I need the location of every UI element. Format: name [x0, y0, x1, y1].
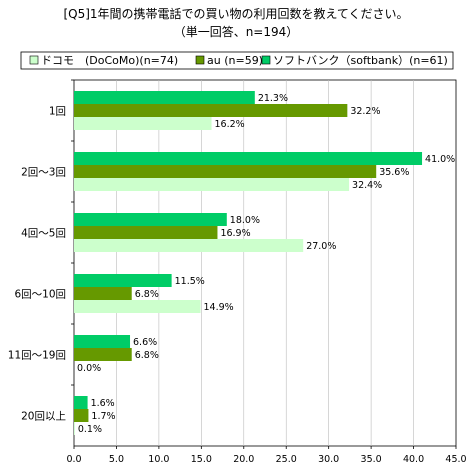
legend-swatch-1	[261, 55, 271, 65]
x-tick-label: 0.0	[66, 454, 81, 465]
data-label: 6.8%	[135, 350, 159, 361]
x-tick-label: 30.0	[318, 454, 339, 465]
bar-series-1	[74, 335, 131, 348]
data-label: 27.0%	[306, 241, 336, 252]
bar-series-2	[74, 226, 218, 239]
bar-series-1	[74, 396, 88, 409]
bar-series-2	[74, 348, 132, 361]
legend-swatch-3	[29, 55, 39, 65]
data-label: 0.1%	[78, 424, 102, 435]
data-label: 1.7%	[91, 411, 115, 422]
legend-box	[20, 51, 454, 70]
category-label: 20回以上	[21, 411, 66, 423]
data-label: 1.6%	[91, 398, 115, 409]
data-label: 32.4%	[352, 180, 382, 191]
x-tick-label: 20.0	[233, 454, 254, 465]
category-label: 6回～10回	[14, 289, 66, 301]
legend-label-1: ソフトバンク（softbank）(n=61)	[273, 54, 448, 67]
plot-frame	[73, 79, 457, 447]
bar-series-2	[74, 165, 377, 178]
x-tick-label: 45.0	[445, 454, 466, 465]
bar-series-1	[74, 152, 423, 165]
data-label: 16.2%	[215, 119, 245, 130]
bar-series-3	[74, 178, 350, 191]
plot-area: 0.0 5.0 10.0 15.0 20.0 25.0 30.0 35.0 40.0 45.0 1回…	[8, 79, 467, 465]
legend-label-3: ドコモ (DoCoMo)(n=74)	[41, 54, 178, 67]
x-tick-label: 15.0	[191, 454, 212, 465]
x-tick-label: 40.0	[403, 454, 424, 465]
data-label: 35.6%	[379, 167, 409, 178]
chart-subtitle: （単一回答、n=194）	[174, 24, 299, 39]
data-label: 16.9%	[220, 228, 250, 239]
chart-title: [Q5]1年間の携帯電話での買い物の利用回数を教えてください。	[63, 6, 408, 21]
chart-legend: ドコモ (DoCoMo)(n=74) au (n=59) ソフトバンク（softba…	[20, 51, 454, 70]
bar-series-2	[74, 287, 132, 300]
category-label: 1回	[49, 106, 66, 118]
category-label: 2回～3回	[21, 167, 66, 179]
bar-series-3	[74, 239, 304, 252]
x-tick-label: 35.0	[361, 454, 382, 465]
bar-series-1	[74, 91, 255, 104]
bar-series-3	[74, 422, 75, 435]
bar-series-2	[74, 409, 89, 422]
data-label: 18.0%	[230, 215, 260, 226]
data-label: 6.8%	[135, 289, 159, 300]
category-label: 4回～5回	[21, 228, 66, 240]
legend-label-2: au (n=59)	[207, 54, 263, 67]
x-tick-label: 25.0	[276, 454, 297, 465]
category-label: 11回～19回	[8, 350, 66, 362]
data-label: 32.2%	[350, 106, 380, 117]
data-label: 14.9%	[203, 302, 233, 313]
data-label: 11.5%	[175, 276, 205, 287]
bar-series-2	[74, 104, 348, 117]
data-label: 0.0%	[77, 363, 101, 374]
legend-swatch-2	[195, 55, 205, 65]
x-tick-label: 10.0	[148, 454, 169, 465]
bar-series-1	[74, 213, 227, 226]
data-label: 6.6%	[133, 337, 157, 348]
bar-series-1	[74, 274, 172, 287]
data-label: 41.0%	[425, 154, 455, 165]
bar-series-3	[74, 300, 201, 313]
data-label: 21.3%	[258, 93, 288, 104]
bar-series-3	[74, 117, 212, 130]
x-tick-label: 5.0	[109, 454, 124, 465]
